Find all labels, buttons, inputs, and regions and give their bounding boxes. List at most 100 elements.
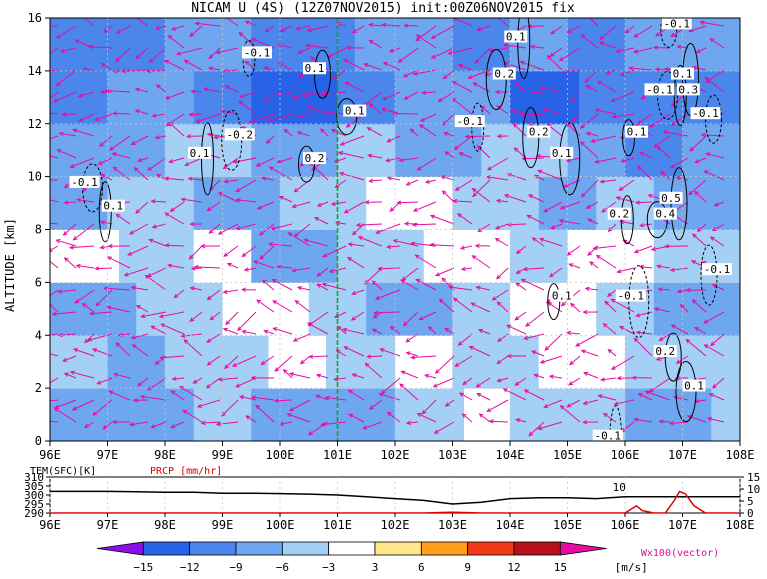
x-tick-label: 99E [212, 448, 234, 462]
shading-cell [338, 230, 425, 283]
colorbar-swatch [514, 542, 560, 555]
wind-arrow-head [43, 419, 47, 422]
shading-cell [625, 388, 712, 441]
surface-series-legend-temperature: TEM(SFC)[K] [30, 466, 96, 477]
surface-x-tick-label: 100E [266, 518, 295, 532]
shading-cell [251, 124, 338, 177]
x-tick-label: 104E [496, 448, 525, 462]
x-tick-label: 103E [438, 448, 467, 462]
colorbar-label: −6 [276, 561, 289, 574]
wind-arrow [95, 268, 112, 269]
surface-x-tick-label: 101E [323, 518, 352, 532]
colorbar-unit: [m/s] [615, 561, 648, 574]
contour-label: -0.1 [704, 263, 731, 276]
wind-arrow-head [39, 103, 43, 107]
surface-x-tick-label: 105E [553, 518, 582, 532]
vector-legend: Wx100(vector) [641, 548, 719, 559]
contour-label: 0.1 [103, 200, 123, 213]
colorbar-swatch [97, 542, 143, 555]
contour-label: 0.2 [609, 208, 629, 221]
colorbar-swatch [468, 542, 514, 555]
y-tick-label: 12 [28, 117, 42, 131]
wind-arrow [367, 356, 382, 357]
wind-arrow-head [46, 198, 50, 201]
chart-title: NICAM U (4S) (12Z07NOV2015) init:00Z06NO… [191, 1, 575, 16]
colorbar-label: 6 [418, 561, 425, 574]
contour-label: 0.1 [552, 147, 572, 160]
contour-label: 0.1 [345, 105, 365, 118]
shading-cell [194, 177, 281, 230]
contour-label: -0.2 [227, 128, 254, 141]
x-tick-label: 101E [323, 448, 352, 462]
colorbar-label: −15 [133, 561, 153, 574]
surface-x-tick-label: 102E [381, 518, 410, 532]
contour-label: -0.1 [692, 107, 719, 120]
wind-arrow-head [44, 296, 48, 299]
shading-cell [510, 230, 568, 283]
contour-label: 0.2 [494, 68, 514, 81]
colorbar-label: −12 [180, 561, 200, 574]
colorbar-swatch [190, 542, 236, 555]
surface-x-tick-label: 108E [726, 518, 755, 532]
shading-cell [510, 71, 580, 124]
x-tick-label: 105E [553, 448, 582, 462]
contour-label: 0.5 [661, 192, 681, 205]
y-tick-label: 6 [35, 275, 42, 289]
contour-label: 0.2 [655, 345, 675, 358]
shading-cell [251, 388, 395, 441]
x-tick-label: 100E [266, 448, 295, 462]
colorbar-swatch [421, 542, 467, 555]
contour-label: -0.1 [244, 46, 271, 59]
shading-cell [568, 18, 626, 71]
surface-x-tick-label: 106E [611, 518, 640, 532]
shading-cell [165, 18, 252, 71]
colorbar-swatch [560, 542, 606, 555]
x-tick-label: 96E [39, 448, 61, 462]
wind-arrow [466, 136, 490, 137]
shading-cell [395, 124, 482, 177]
y-tick-label: 16 [28, 11, 42, 25]
contour-label: -0.1 [71, 176, 98, 189]
shading-cell [50, 335, 108, 388]
wind-arrow-head [582, 11, 586, 15]
wind-arrow [394, 113, 418, 114]
contour-label: 0.1 [673, 68, 693, 81]
colorbar-label: −9 [229, 561, 242, 574]
shading-cell [395, 335, 453, 388]
shading-cell [453, 282, 511, 335]
wind-arrow-head [39, 24, 43, 27]
shading-cell [338, 124, 396, 177]
colorbar-label: 15 [554, 561, 567, 574]
colorbar-swatch [236, 542, 282, 555]
wind-arrow-head [76, 11, 80, 15]
surface-x-tick-label: 104E [496, 518, 525, 532]
contour-label: -0.1 [646, 83, 673, 96]
wind-arrow-head [44, 399, 48, 402]
surface-series-legend-precip: PRCP [mm/hr] [150, 466, 222, 477]
colorbar-label: 12 [507, 561, 520, 574]
colorbar-label: 3 [372, 561, 379, 574]
surface-right-tick-label: 0 [747, 507, 754, 520]
contour-label: 0.1 [305, 62, 325, 75]
wind-arrow-head [130, 14, 134, 17]
contour-label: -0.1 [457, 115, 484, 128]
y-axis-label: ALTITUDE [km] [3, 218, 17, 312]
wind-arrow-head [44, 178, 48, 181]
surface-left-tick-label: 290 [24, 507, 44, 520]
surface-x-tick-label: 103E [438, 518, 467, 532]
contour-label: 0.1 [684, 379, 704, 392]
contour-label: 0.4 [655, 208, 675, 221]
shading-cell [568, 230, 655, 283]
shading-cell [366, 282, 453, 335]
shading-cell [50, 71, 108, 124]
shading-cell [464, 388, 511, 441]
surface-x-tick-label: 99E [212, 518, 234, 532]
colorbar-swatch [375, 542, 421, 555]
shading-cell [50, 230, 120, 283]
wind-arrow [523, 158, 544, 159]
shading-cell [453, 18, 511, 71]
